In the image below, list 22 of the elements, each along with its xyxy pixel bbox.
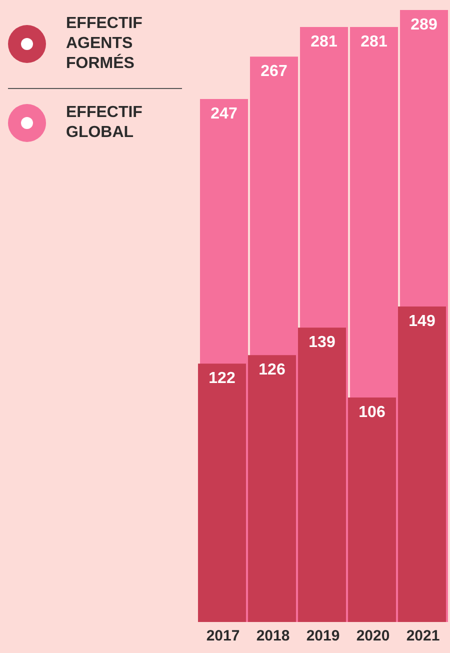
data-label: 289: [410, 16, 438, 34]
bar: [398, 306, 446, 622]
legend-label: EFFECTIF GLOBAL: [66, 103, 144, 143]
bar: [248, 355, 296, 622]
x-tick-label: 2017: [206, 628, 240, 645]
bar: [298, 328, 346, 622]
x-tick-label: 2021: [406, 628, 440, 645]
x-tick-label: 2019: [306, 628, 340, 645]
data-label: 267: [260, 62, 288, 80]
data-label: 139: [308, 334, 336, 352]
data-label: 281: [360, 33, 388, 50]
legend-label: EFFECTIF AGENTS FORMÉS: [66, 14, 144, 74]
bar: [198, 364, 246, 622]
data-label: 149: [408, 312, 436, 330]
bar: [348, 398, 396, 622]
data-label: 281: [310, 33, 338, 50]
x-tick-label: 2020: [356, 628, 390, 645]
data-label: 126: [258, 362, 286, 379]
data-label: 247: [210, 105, 238, 122]
data-label: 122: [208, 370, 236, 388]
x-tick-label: 2018: [256, 628, 290, 645]
data-label: 106: [358, 404, 386, 421]
